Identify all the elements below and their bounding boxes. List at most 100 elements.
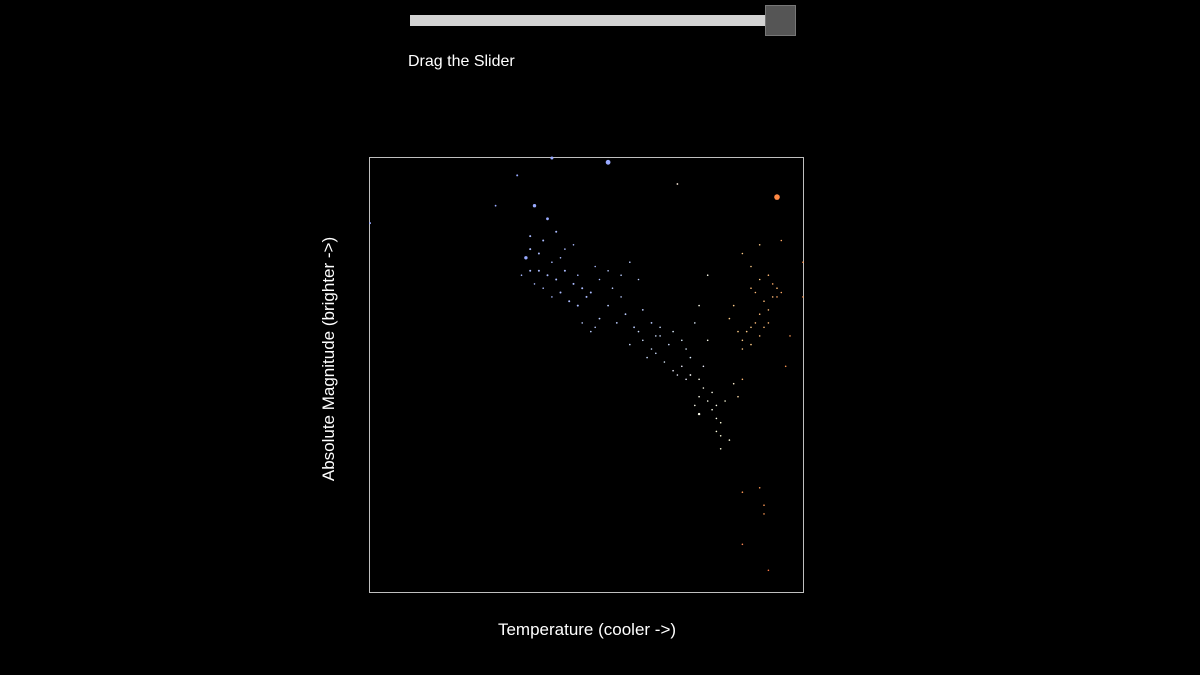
star-point	[607, 270, 609, 272]
star-point	[576, 304, 579, 307]
star-point	[598, 278, 601, 281]
star-point	[550, 156, 554, 160]
star-point	[605, 159, 611, 165]
star-point	[646, 356, 648, 359]
star-point	[780, 291, 783, 294]
star-point	[655, 335, 657, 337]
star-point	[741, 378, 744, 381]
star-point	[641, 309, 644, 311]
star-point	[629, 261, 631, 264]
star-point	[763, 300, 765, 303]
star-point	[702, 365, 705, 368]
star-point	[590, 330, 592, 333]
slider-track[interactable]	[410, 15, 796, 26]
star-point	[598, 317, 601, 320]
star-point	[698, 304, 700, 307]
star-point	[629, 343, 631, 346]
star-point	[715, 430, 718, 433]
star-point	[719, 435, 722, 437]
star-point	[706, 400, 709, 402]
star-point	[802, 261, 804, 264]
slider-handle[interactable]	[765, 5, 796, 36]
star-point	[767, 322, 770, 324]
star-point	[672, 330, 674, 333]
star-point	[546, 217, 549, 221]
star-point	[655, 352, 657, 355]
star-point	[681, 339, 683, 342]
star-point	[542, 287, 544, 290]
star-point	[581, 287, 584, 290]
star-point	[754, 291, 757, 294]
star-point	[559, 257, 562, 259]
star-point	[685, 378, 687, 381]
slider-label: Drag the Slider	[408, 53, 515, 70]
star-point	[537, 269, 540, 272]
star-point	[607, 304, 609, 307]
star-point	[745, 330, 748, 333]
star-point	[520, 274, 523, 277]
star-point	[369, 222, 371, 225]
star-point	[529, 235, 532, 238]
star-point	[551, 261, 553, 264]
star-point	[719, 448, 722, 450]
star-point	[694, 404, 696, 407]
star-point	[758, 487, 761, 489]
star-point	[555, 230, 558, 233]
star-point	[516, 174, 519, 177]
star-point	[737, 395, 739, 398]
plot-frame	[369, 157, 804, 593]
star-point	[741, 348, 744, 350]
star-point	[672, 369, 674, 372]
star-point	[702, 387, 705, 389]
star-point	[637, 330, 640, 333]
star-point	[789, 335, 791, 337]
star-point	[659, 326, 661, 329]
star-point	[689, 374, 692, 376]
star-point	[529, 248, 532, 251]
star-point	[532, 204, 537, 208]
star-point	[750, 343, 752, 346]
star-point	[732, 382, 735, 385]
x-axis-label: Temperature (cooler ->)	[497, 620, 677, 639]
star-point	[624, 313, 627, 316]
star-point	[620, 296, 622, 298]
star-point	[611, 287, 614, 290]
star-point	[741, 543, 744, 546]
star-point	[711, 391, 713, 394]
y-axis-label: Absolute Magnitude (brighter ->)	[319, 236, 338, 482]
star-point	[780, 239, 783, 242]
star-point	[594, 326, 596, 329]
star-point	[577, 274, 579, 277]
star-point	[715, 404, 718, 407]
star-point	[715, 417, 718, 420]
star-point	[494, 204, 497, 207]
star-point	[763, 326, 765, 329]
star-point	[546, 274, 549, 277]
star-points	[369, 156, 804, 572]
star-point	[589, 291, 592, 294]
star-point	[633, 326, 635, 329]
star-point	[776, 287, 778, 290]
star-point	[620, 274, 622, 277]
star-point	[763, 504, 765, 507]
star-point	[542, 239, 545, 242]
star-point	[642, 339, 644, 342]
star-point	[572, 282, 575, 285]
star-point	[581, 322, 583, 324]
star-point	[537, 252, 540, 255]
star-point	[750, 326, 752, 329]
star-point	[568, 300, 571, 303]
star-point	[758, 335, 761, 337]
star-point	[750, 265, 752, 268]
star-point	[676, 374, 679, 376]
star-point	[706, 274, 709, 277]
star-point	[767, 569, 770, 572]
star-point	[767, 274, 770, 277]
star-point	[663, 361, 666, 363]
star-point	[758, 278, 761, 281]
star-point	[741, 491, 744, 494]
star-point	[650, 348, 653, 350]
star-point	[563, 269, 566, 272]
star-point	[685, 348, 687, 350]
